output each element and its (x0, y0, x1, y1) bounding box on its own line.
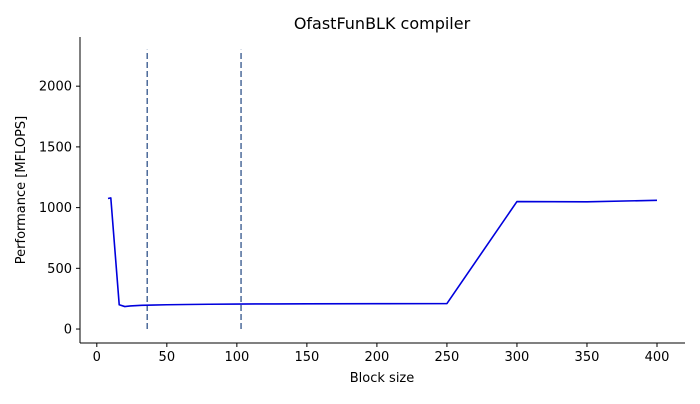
y-tick-label: 1500 (39, 140, 72, 155)
y-tick-label: 1000 (39, 201, 72, 216)
x-tick-label: 0 (93, 350, 101, 365)
x-axis-label: Block size (350, 371, 415, 386)
x-tick-label: 100 (224, 350, 249, 365)
x-tick-label: 200 (364, 350, 389, 365)
chart-title: OfastFunBLK compiler (294, 14, 471, 33)
x-tick-label: 250 (435, 350, 460, 365)
y-tick-label: 2000 (39, 80, 72, 95)
y-tick-label: 0 (64, 323, 72, 338)
reference-lines (146, 49, 242, 330)
y-axis-label: Performance [MFLOPS] (14, 116, 29, 264)
y-tick-label: 500 (47, 262, 72, 277)
x-tick-label: 400 (645, 350, 670, 365)
x-tick-label: 50 (159, 350, 176, 365)
axes: 0 50 100 150 200 250 300 350 400 0 500 1000 1500 2000 (39, 37, 685, 365)
performance-line (107, 197, 658, 308)
x-tick-label: 300 (505, 350, 530, 365)
series-lines (107, 197, 658, 308)
x-tick-label: 150 (294, 350, 319, 365)
x-tick-label: 350 (575, 350, 600, 365)
